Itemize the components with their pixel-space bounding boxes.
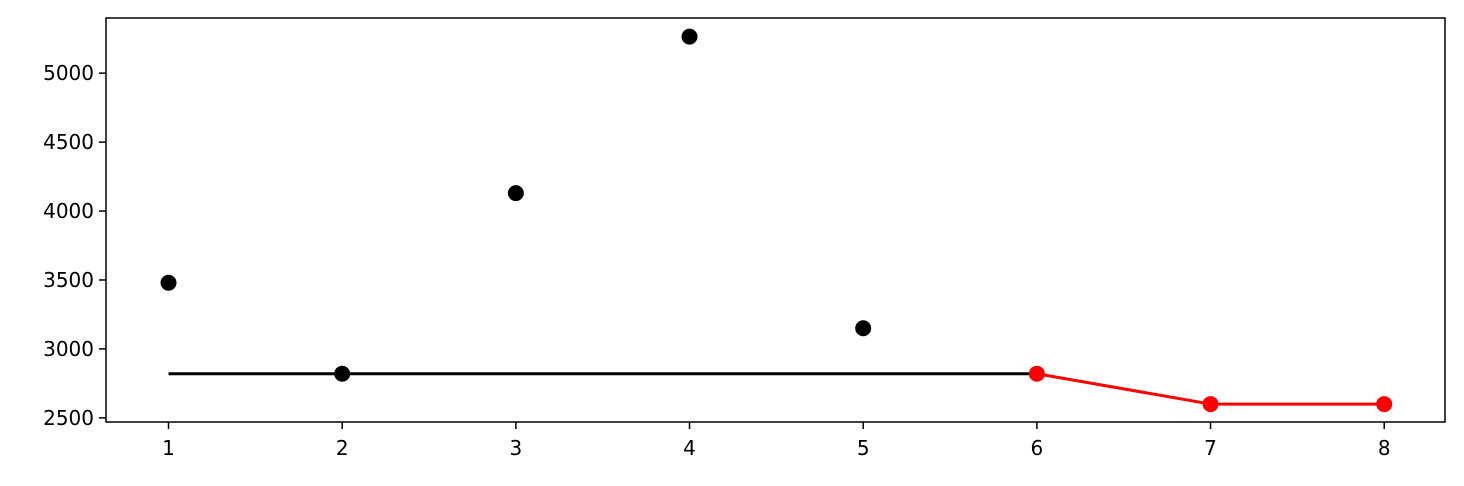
series-0-point: [855, 320, 872, 337]
y-tick-label: 4500: [43, 130, 94, 154]
series-0-point: [681, 28, 698, 45]
x-tick-label: 1: [162, 436, 175, 460]
y-axis: 2500 3000 3500 4000 4500 5000: [43, 61, 106, 430]
plot-frame: [105, 17, 1446, 423]
series-2-point: [1376, 396, 1393, 413]
x-tick-label: 7: [1204, 436, 1217, 460]
series-0-point: [160, 274, 177, 291]
x-tick-label: 3: [509, 436, 522, 460]
x-tick-label: 6: [1031, 436, 1044, 460]
x-tick-label: 4: [683, 436, 696, 460]
y-tick-label: 3000: [43, 337, 94, 361]
series-0-point: [507, 185, 524, 202]
x-tick-label: 2: [336, 436, 349, 460]
y-tick-label: 4000: [43, 199, 94, 223]
x-axis: 1 2 3 4 5 6 7 8: [162, 422, 1391, 460]
series-2-point: [1028, 365, 1045, 382]
x-tick-label: 8: [1378, 436, 1391, 460]
plot-background: [106, 18, 1445, 422]
x-tick-label: 5: [857, 436, 870, 460]
series-0-point: [334, 365, 351, 382]
series-2-point: [1202, 396, 1219, 413]
y-tick-label: 3500: [43, 268, 94, 292]
y-tick-label: 2500: [43, 406, 94, 430]
series-layer: [160, 28, 1393, 413]
y-tick-label: 5000: [43, 61, 94, 85]
